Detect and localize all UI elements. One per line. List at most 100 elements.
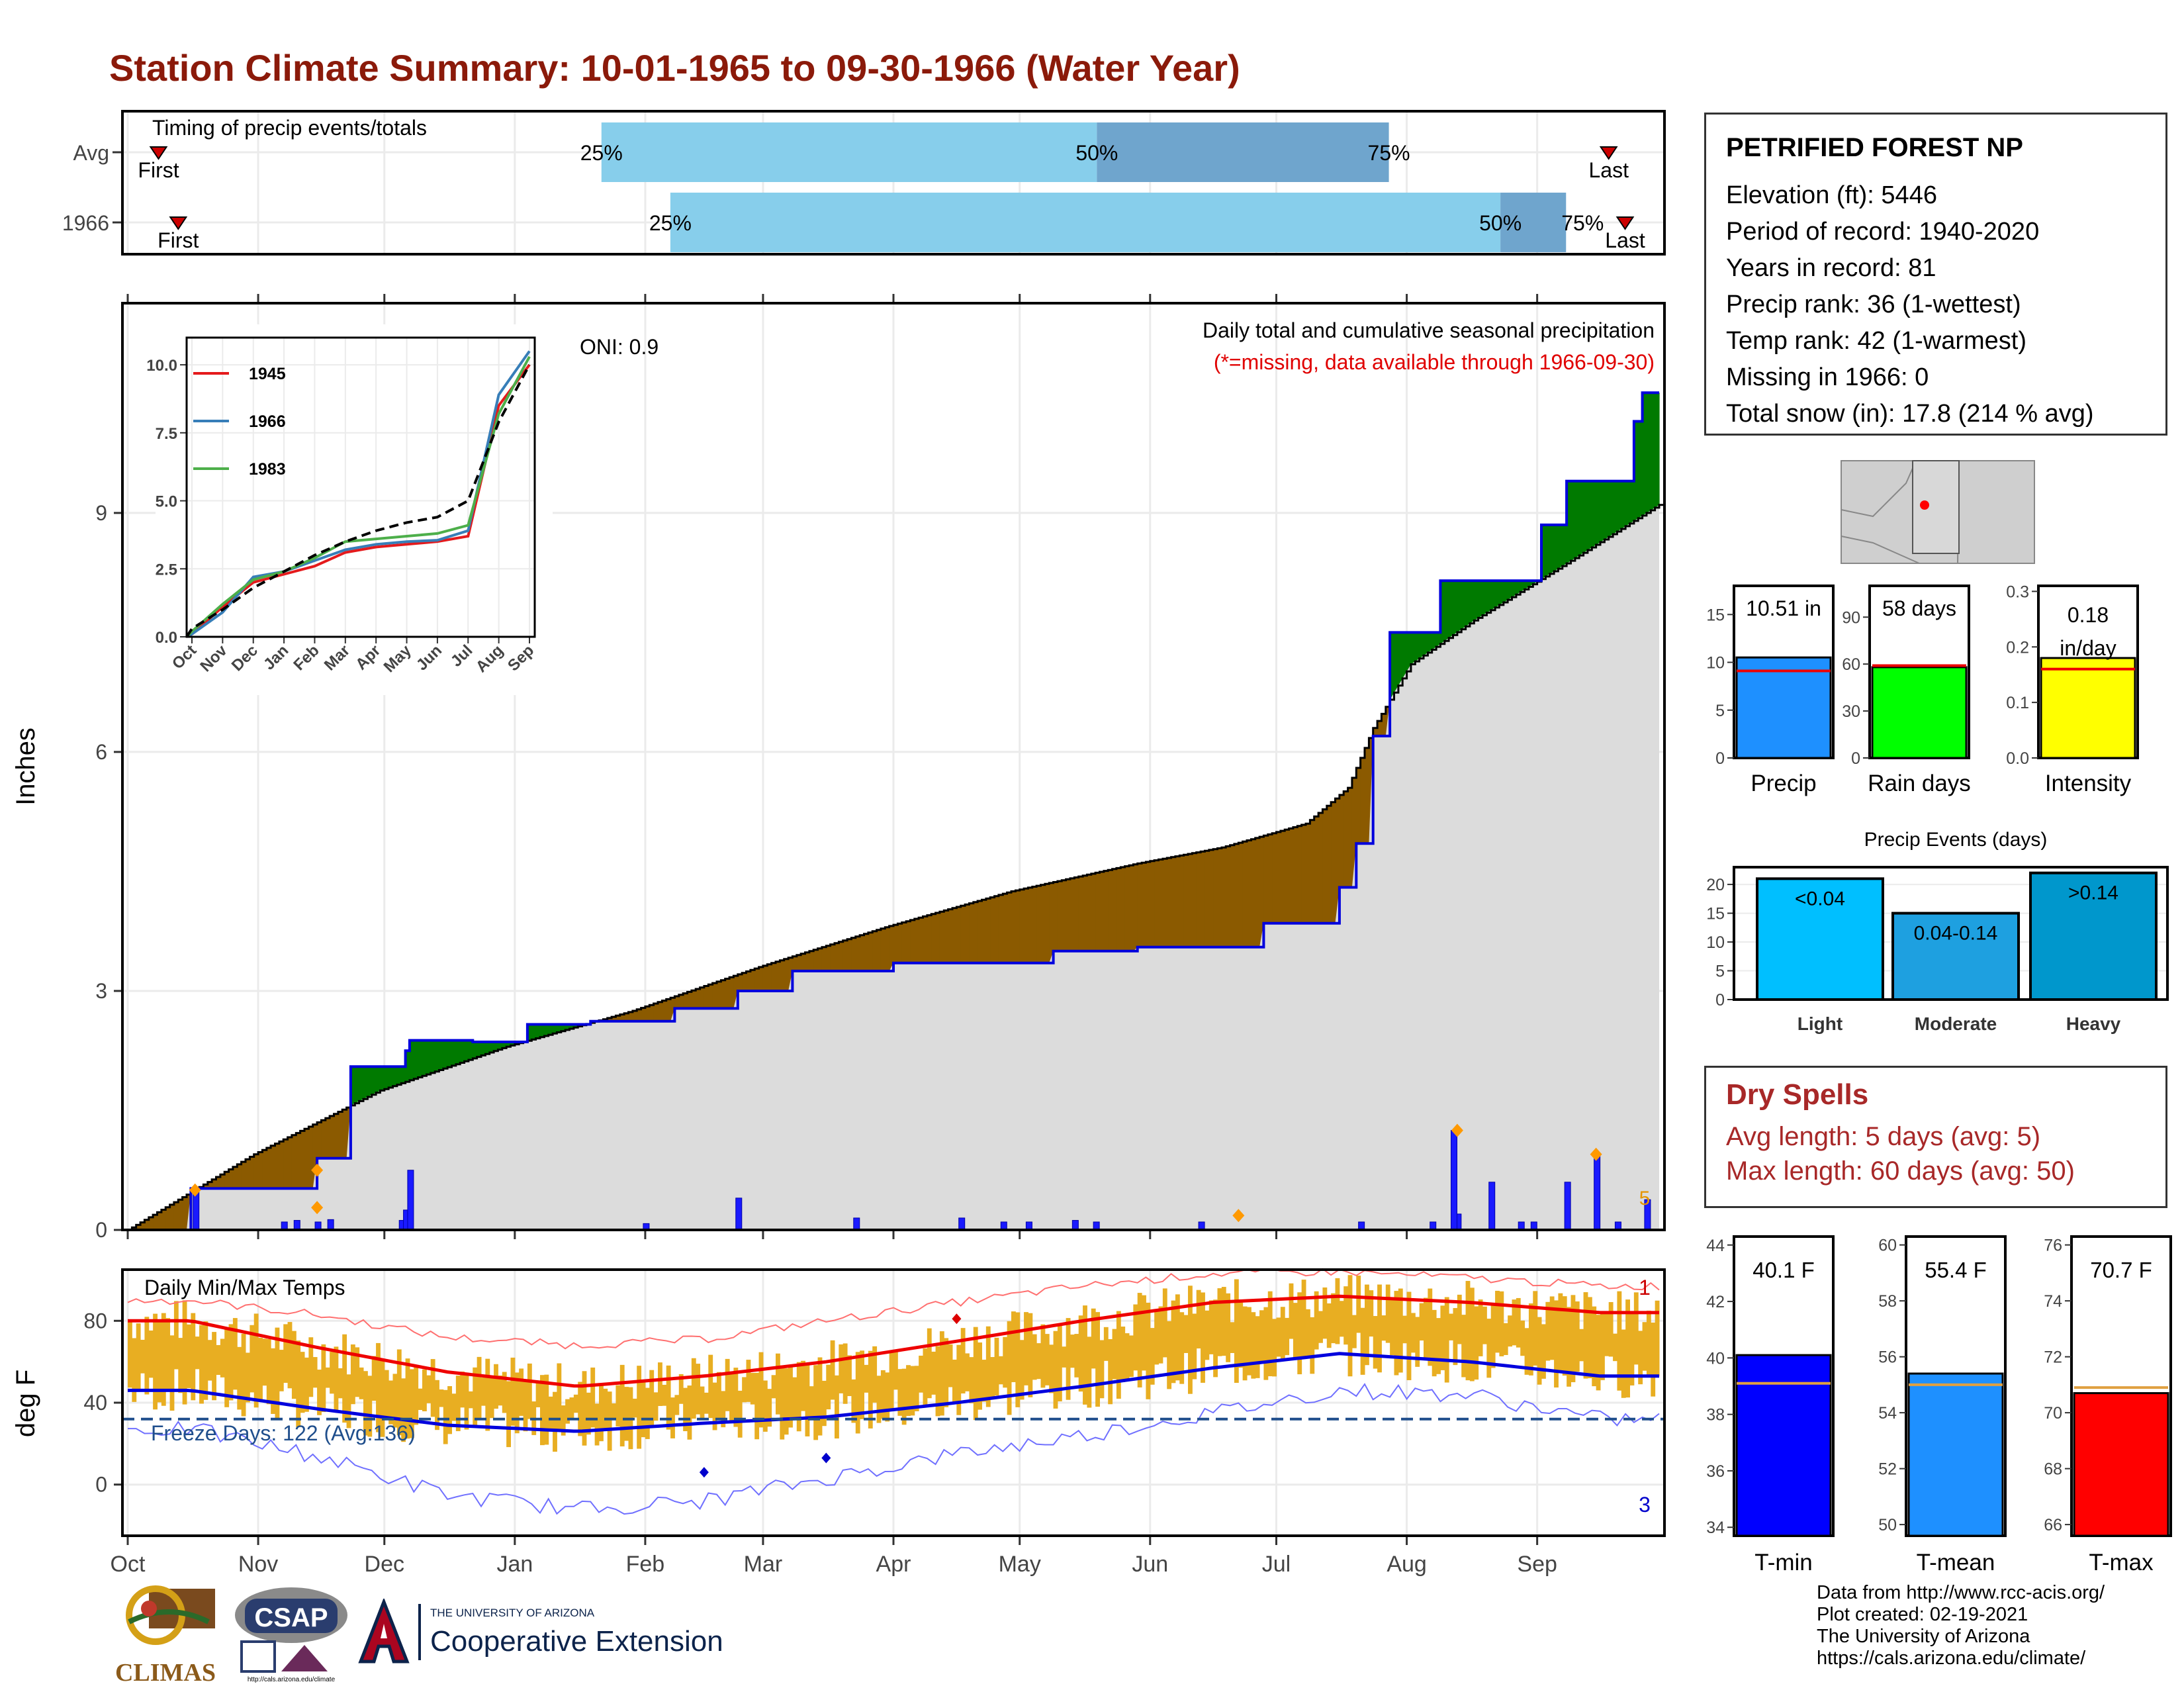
deficit-fill — [224, 1172, 230, 1189]
surplus-fill — [473, 1041, 478, 1058]
timing-bar-50-75 — [1500, 193, 1567, 252]
deficit-fill — [990, 897, 995, 963]
deficit-fill — [1208, 849, 1214, 947]
deficit-fill — [666, 999, 671, 1021]
daily-temp-bar — [1453, 1308, 1458, 1366]
daily-temp-bar — [199, 1325, 204, 1404]
dry-spells-max: Max length: 60 days (avg: 50) — [1726, 1156, 2075, 1186]
deficit-fill — [1255, 837, 1260, 947]
deficit-fill — [855, 936, 860, 971]
surplus-fill — [468, 1040, 473, 1060]
surplus-fill — [1415, 632, 1420, 662]
surplus-fill — [1410, 632, 1416, 665]
inset-avg-line — [185, 364, 531, 638]
daily-temp-bar — [880, 1370, 886, 1419]
record-low-marker — [821, 1452, 831, 1464]
daily-temp-bar — [136, 1323, 141, 1391]
daily-temp-bar — [1129, 1335, 1134, 1378]
daily-temp-bar — [931, 1351, 936, 1395]
deficit-fill — [1297, 825, 1302, 923]
daily-temp-bar — [1608, 1302, 1614, 1357]
deficit-fill — [1263, 835, 1269, 923]
surplus-fill — [1549, 524, 1555, 574]
surplus-fill — [1482, 581, 1487, 616]
deficit-fill — [1201, 851, 1206, 947]
daily-temp-bar — [1360, 1307, 1365, 1375]
daily-temp-bar — [1044, 1334, 1050, 1385]
deficit-fill — [1381, 714, 1387, 736]
daily-temp-bar — [1541, 1324, 1546, 1379]
daily-temp-bar — [1322, 1287, 1328, 1339]
map-border — [1841, 536, 1920, 564]
daily-temp-bar — [182, 1300, 187, 1405]
daily-temp-bar — [232, 1318, 238, 1390]
surplus-fill — [1398, 632, 1403, 686]
surplus-fill — [1617, 481, 1622, 532]
daily-temp-bar — [1183, 1315, 1189, 1353]
stat-bar-value: 0.18 — [2068, 603, 2109, 627]
deficit-fill — [1175, 856, 1180, 947]
surplus-fill — [1592, 481, 1597, 548]
daily-temp-bar — [191, 1313, 196, 1401]
deficit-fill — [1326, 806, 1332, 923]
station-missing: Missing in 1966: 0 — [1726, 363, 1929, 391]
snow-marker — [311, 1163, 324, 1177]
temp-bar-1: 50 52 54 56 58 60 55.4 F T-mean — [1878, 1235, 2007, 1575]
temp-bar-tick-label: 50 — [1878, 1516, 1897, 1534]
deficit-fill — [212, 1179, 217, 1189]
daily-temp-bar — [212, 1332, 216, 1401]
deficit-fill — [338, 1111, 343, 1158]
deficit-fill — [889, 925, 894, 971]
daily-temp-bar — [670, 1397, 675, 1438]
deficit-fill — [835, 943, 839, 971]
daily-temp-bar — [1638, 1331, 1643, 1385]
map-arizona — [1912, 460, 1960, 554]
snow-marker — [189, 1183, 201, 1197]
deficit-fill — [619, 1014, 625, 1021]
surplus-fill — [1528, 581, 1533, 587]
stat-bar-tick-label: 0 — [1851, 749, 1860, 768]
csap-cloud-icon: CSAP http://cals.arizona.edu/climate — [235, 1587, 347, 1683]
daily-temp-bar — [553, 1391, 557, 1452]
climas-logo: CLIMAS — [109, 1582, 222, 1687]
deficit-fill — [628, 1011, 633, 1021]
daily-temp-bar — [1263, 1307, 1269, 1380]
deficit-fill — [965, 904, 970, 963]
deficit-fill — [872, 931, 878, 971]
deficit-fill — [1003, 894, 1008, 963]
surplus-fill — [1570, 481, 1576, 561]
daily-temp-bar — [494, 1364, 498, 1409]
deficit-fill — [700, 987, 705, 1009]
deficit-fill — [1078, 876, 1083, 951]
daily-temp-bar — [1440, 1305, 1445, 1370]
surplus-fill — [1545, 524, 1551, 577]
daily-temp-bar — [380, 1359, 385, 1437]
daily-temp-bar — [237, 1346, 242, 1410]
deficit-fill — [173, 1202, 179, 1230]
inset-ytick-label: 5.0 — [156, 493, 177, 511]
deficit-fill — [1339, 794, 1344, 888]
deficit-fill — [792, 956, 797, 971]
deficit-fill — [182, 1197, 187, 1230]
deficit-fill — [1057, 881, 1062, 951]
deficit-fill — [876, 929, 882, 971]
temp-bar-tick-label: 52 — [1878, 1460, 1897, 1479]
daily-temp-bar — [860, 1350, 864, 1419]
daily-temp-bar — [914, 1366, 919, 1411]
daily-temp-bar — [578, 1382, 583, 1436]
surplus-fill — [540, 1024, 545, 1037]
deficit-fill — [1343, 791, 1349, 888]
deficit-fill — [978, 900, 983, 963]
daily-temp-bar — [317, 1370, 322, 1415]
daily-temp-bar — [1567, 1307, 1571, 1387]
daily-temp-bar — [1032, 1334, 1037, 1380]
daily-temp-bar — [758, 1352, 764, 1428]
deficit-fill — [1188, 853, 1193, 947]
events-frame — [1733, 866, 2169, 1001]
stat-bar-label: Rain days — [1868, 771, 1971, 796]
daily-temp-bar — [1285, 1317, 1290, 1356]
deficit-fill — [948, 909, 953, 963]
dry-spells-avg: Avg length: 5 days (avg: 5) — [1726, 1122, 2041, 1151]
temp-bar-tick-label: 38 — [1706, 1406, 1725, 1425]
daily-temp-bar — [855, 1352, 860, 1434]
